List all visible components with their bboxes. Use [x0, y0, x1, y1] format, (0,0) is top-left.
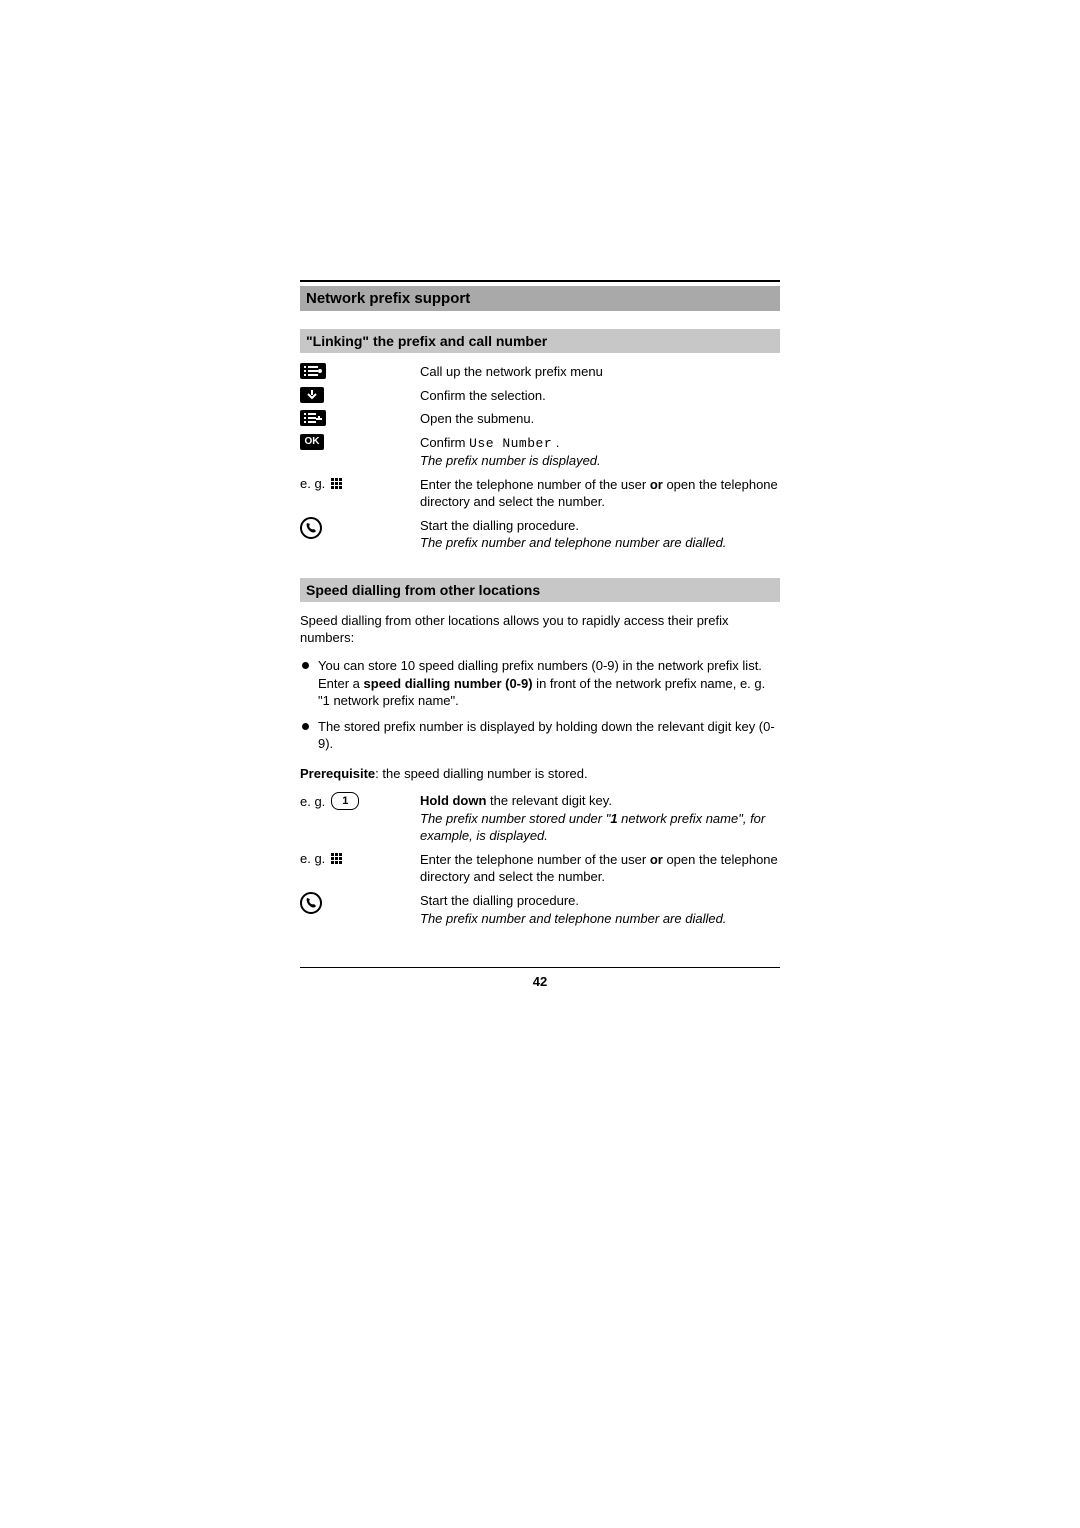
eg-label: e. g. [300, 794, 325, 809]
manual-page: Network prefix support "Linking" the pre… [300, 280, 780, 989]
speed-bullets: You can store 10 speed dialling prefix n… [300, 657, 780, 753]
call-icon [300, 892, 322, 914]
step-icon-col [300, 410, 410, 426]
step-text: Enter the telephone number of the user o… [420, 476, 780, 511]
step-icon-col: e. g. [300, 851, 410, 866]
keypad-icon [331, 853, 342, 864]
prereq-text: : the speed dialling number is stored. [375, 766, 587, 781]
eg-label: e. g. [300, 851, 325, 866]
top-rule [300, 280, 780, 282]
step-text: Start the dialling procedure. The prefix… [420, 892, 780, 927]
text-main: Start the dialling procedure. [420, 893, 579, 908]
step-row: Start the dialling procedure. The prefix… [300, 517, 780, 552]
prerequisite-line: Prerequisite: the speed dialling number … [300, 765, 780, 783]
step-icon-col: e. g. [300, 476, 410, 491]
bold-text: or [650, 852, 663, 867]
italic-bold: 1 [610, 811, 617, 826]
bold-text: or [650, 477, 663, 492]
step-icon-col [300, 517, 410, 539]
text-main: Start the dialling procedure. [420, 518, 579, 533]
bullet-bold: speed dialling number (0-9) [364, 676, 533, 691]
speed-intro: Speed dialling from other locations allo… [300, 612, 780, 647]
step-icon-col [300, 363, 410, 379]
step-text: Enter the telephone number of the user o… [420, 851, 780, 886]
italic-note: The prefix number and telephone number a… [420, 911, 726, 926]
text-pre: Enter the telephone number of the user [420, 852, 650, 867]
italic-pre: The prefix number stored under " [420, 811, 610, 826]
step-icon-col: e. g. 1 [300, 792, 410, 810]
step-text: Open the submenu. [420, 410, 780, 428]
sub-heading-speed: Speed dialling from other locations [300, 578, 780, 602]
speed-steps: e. g. 1 Hold down the relevant digit key… [300, 792, 780, 927]
step-text: Confirm the selection. [420, 387, 780, 405]
italic-note: The prefix number and telephone number a… [420, 535, 726, 550]
step-row: OK Confirm Use Number . The prefix numbe… [300, 434, 780, 470]
main-heading: Network prefix support [300, 286, 780, 311]
bold-text: Hold down [420, 793, 486, 808]
keypad-icon [331, 478, 342, 489]
step-row: e. g. Enter the telephone number of the … [300, 851, 780, 886]
submenu-icon [300, 410, 326, 426]
step-icon-col: OK [300, 434, 410, 450]
mono-text: Use Number [469, 436, 552, 451]
italic-note: The prefix number stored under "1 networ… [420, 811, 765, 844]
linking-steps: Call up the network prefix menu Confirm … [300, 363, 780, 552]
digit-1-key: 1 [331, 792, 359, 810]
step-text: Hold down the relevant digit key. The pr… [420, 792, 780, 845]
ok-icon: OK [300, 434, 324, 450]
eg-label: e. g. [300, 476, 325, 491]
page-number: 42 [533, 974, 547, 989]
step-text: Confirm Use Number . The prefix number i… [420, 434, 780, 470]
step-row: Confirm the selection. [300, 387, 780, 405]
italic-note: The prefix number is displayed. [420, 453, 601, 468]
step-row: e. g. 1 Hold down the relevant digit key… [300, 792, 780, 845]
step-row: Call up the network prefix menu [300, 363, 780, 381]
call-icon [300, 517, 322, 539]
text-post: . [552, 435, 559, 450]
bullet-item: The stored prefix number is displayed by… [300, 718, 780, 753]
bullet-item: You can store 10 speed dialling prefix n… [300, 657, 780, 710]
arrow-down-icon [300, 387, 324, 403]
text-pre: Confirm [420, 435, 469, 450]
step-row: e. g. Enter the telephone number of the … [300, 476, 780, 511]
step-icon-col [300, 387, 410, 403]
menu-list-icon [300, 363, 326, 379]
sub-heading-linking: "Linking" the prefix and call number [300, 329, 780, 353]
step-icon-col [300, 892, 410, 914]
step-row: Start the dialling procedure. The prefix… [300, 892, 780, 927]
text-post: the relevant digit key. [486, 793, 612, 808]
step-row: Open the submenu. [300, 410, 780, 428]
step-text: Start the dialling procedure. The prefix… [420, 517, 780, 552]
bullet-pre: The stored prefix number is displayed by… [318, 719, 775, 752]
step-text: Call up the network prefix menu [420, 363, 780, 381]
text-pre: Enter the telephone number of the user [420, 477, 650, 492]
prereq-label: Prerequisite [300, 766, 375, 781]
page-footer: 42 [300, 967, 780, 989]
